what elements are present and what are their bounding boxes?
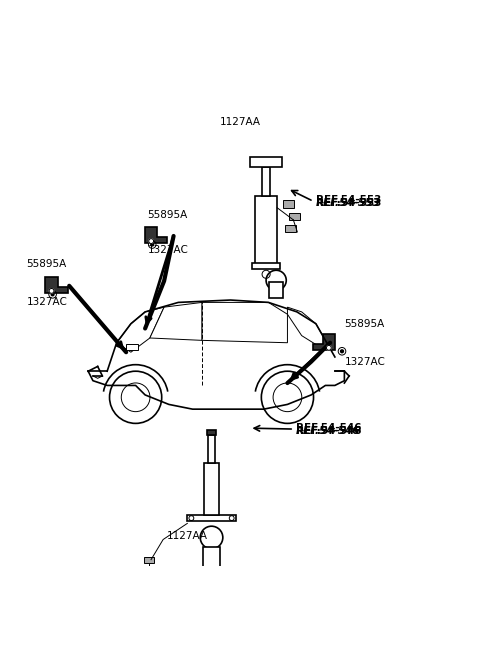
Polygon shape [202, 302, 288, 343]
Polygon shape [250, 157, 282, 168]
Text: 1127AA: 1127AA [219, 117, 261, 127]
Polygon shape [46, 277, 68, 293]
FancyBboxPatch shape [208, 435, 215, 463]
Text: 1127AA: 1127AA [168, 532, 208, 541]
Polygon shape [150, 302, 202, 340]
Circle shape [149, 238, 154, 244]
FancyBboxPatch shape [289, 213, 300, 220]
Circle shape [147, 570, 151, 574]
FancyBboxPatch shape [207, 430, 216, 435]
FancyBboxPatch shape [269, 283, 283, 298]
FancyBboxPatch shape [283, 200, 293, 208]
Polygon shape [288, 307, 325, 348]
Text: REF.54-553: REF.54-553 [316, 198, 381, 208]
Circle shape [151, 243, 154, 246]
FancyBboxPatch shape [263, 168, 270, 196]
FancyBboxPatch shape [144, 557, 154, 563]
FancyBboxPatch shape [204, 463, 219, 515]
Text: REF.54-553: REF.54-553 [316, 194, 381, 205]
Text: 1327AC: 1327AC [26, 298, 67, 307]
Polygon shape [145, 227, 168, 243]
FancyBboxPatch shape [252, 263, 280, 269]
Text: 55895A: 55895A [26, 260, 67, 269]
FancyBboxPatch shape [126, 344, 138, 350]
Circle shape [341, 350, 343, 353]
Text: REF.54-553: REF.54-553 [316, 198, 381, 208]
Text: REF.54-546: REF.54-546 [296, 426, 361, 436]
Text: 1327AC: 1327AC [344, 357, 385, 367]
FancyBboxPatch shape [286, 225, 296, 232]
Circle shape [49, 288, 54, 293]
Circle shape [51, 293, 54, 296]
Polygon shape [117, 307, 164, 352]
FancyBboxPatch shape [255, 196, 277, 264]
Text: 55895A: 55895A [147, 210, 188, 219]
Text: 55895A: 55895A [344, 319, 384, 328]
Circle shape [326, 346, 331, 350]
Polygon shape [312, 334, 335, 350]
Text: REF.54-546: REF.54-546 [296, 422, 361, 432]
Text: REF.54-546: REF.54-546 [296, 426, 360, 436]
FancyBboxPatch shape [204, 547, 219, 569]
FancyBboxPatch shape [187, 515, 236, 522]
Text: 1327AC: 1327AC [147, 245, 188, 255]
